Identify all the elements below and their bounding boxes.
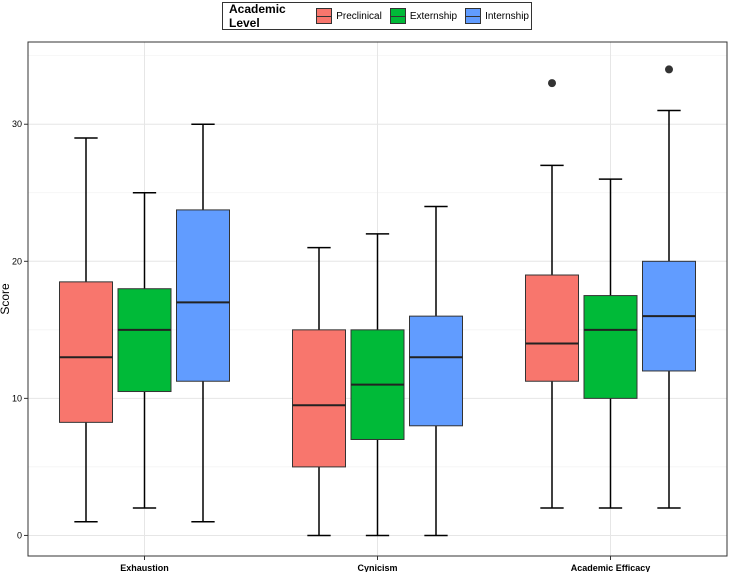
box-rect-internship-cynicism <box>409 315 463 427</box>
legend-item-preclinical: Preclinical <box>316 8 382 24</box>
box-externship-exhaustion <box>117 192 172 509</box>
box-rect-externship-academic-efficacy <box>583 295 638 399</box>
legend-item-externship: Externship <box>389 8 458 24</box>
x-axis: Exhaustion Cynicism Academic Efficacy <box>120 556 650 572</box>
box-internship-academic-efficacy <box>642 65 696 509</box>
box-preclinical-cynicism <box>292 246 346 537</box>
box-externship-cynicism <box>350 233 405 537</box>
legend-title: Academic Level <box>229 2 286 30</box>
y-axis-label: Score <box>0 283 12 315</box>
y-tick-label-20: 20 <box>12 256 22 266</box>
y-tick-label-30: 30 <box>12 119 22 129</box>
y-axis: 0 10 20 30 <box>12 119 28 540</box>
box-internship-exhaustion <box>176 123 230 523</box>
box-rect-externship-exhaustion <box>117 288 172 393</box>
box-preclinical-exhaustion <box>59 137 113 523</box>
legend-swatch-preclinical <box>316 8 333 24</box>
legend: Academic Level Preclinical Externship In… <box>222 2 532 30</box>
outlier-preclinical-academic-efficacy-0 <box>548 79 556 88</box>
box-rect-preclinical-exhaustion <box>59 281 113 423</box>
legend-item-internship: Internship <box>465 8 529 24</box>
x-tick-label-exhaustion: Exhaustion <box>120 563 169 572</box>
legend-swatch-internship <box>465 8 482 24</box>
x-tick-label-academic-efficacy: Academic Efficacy <box>571 563 651 572</box>
box-internship-cynicism <box>409 205 463 537</box>
x-tick-label-cynicism: Cynicism <box>357 563 397 572</box>
box-externship-academic-efficacy <box>583 178 638 509</box>
legend-label-externship: Externship <box>409 10 458 22</box>
y-tick-label-10: 10 <box>12 393 22 403</box>
outlier-internship-academic-efficacy-0 <box>665 65 673 74</box>
legend-label-internship: Internship <box>485 10 529 22</box>
legend-swatch-externship <box>389 8 406 24</box>
box-series <box>59 65 696 537</box>
legend-label-preclinical: Preclinical <box>336 10 382 22</box>
box-preclinical-academic-efficacy <box>525 79 579 509</box>
box-rect-internship-exhaustion <box>176 209 230 382</box>
box-rect-preclinical-academic-efficacy <box>525 274 579 382</box>
box-rect-preclinical-cynicism <box>292 329 346 468</box>
y-tick-label-0: 0 <box>17 530 22 540</box>
